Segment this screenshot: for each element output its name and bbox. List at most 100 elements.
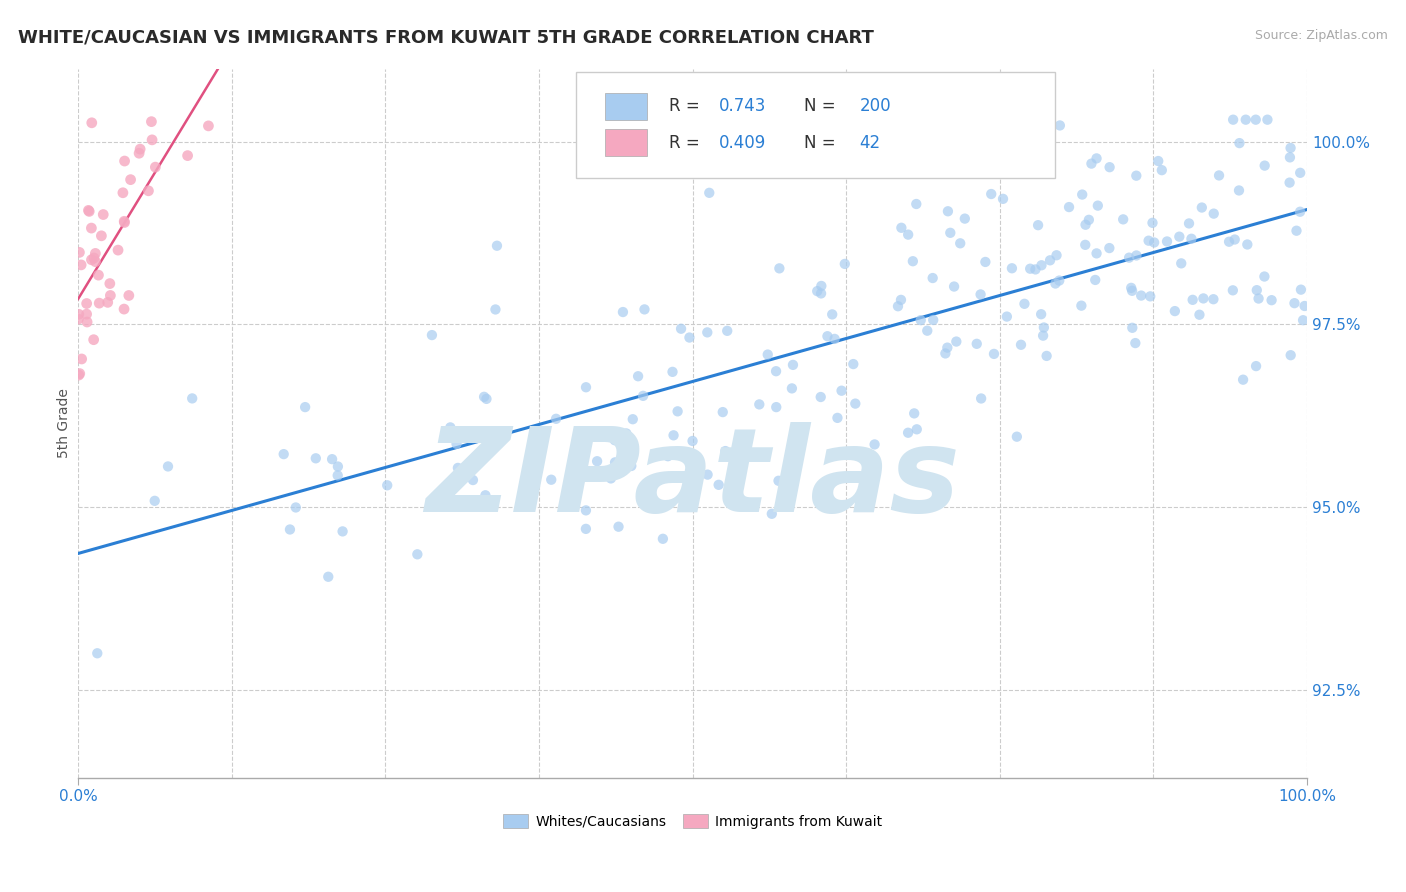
Point bbox=[76, 315, 98, 329]
Point bbox=[966, 336, 988, 351]
Point bbox=[1234, 112, 1257, 127]
Point bbox=[621, 412, 644, 426]
Point bbox=[614, 426, 637, 441]
Point bbox=[1191, 201, 1213, 215]
Point bbox=[1112, 212, 1135, 227]
Point bbox=[1289, 166, 1312, 180]
Point bbox=[406, 547, 429, 561]
Point bbox=[1188, 308, 1211, 322]
Point bbox=[707, 478, 730, 492]
Point bbox=[120, 172, 142, 186]
Point bbox=[768, 474, 790, 488]
Point bbox=[1005, 430, 1028, 444]
Point bbox=[77, 203, 100, 218]
Point bbox=[890, 293, 912, 307]
Point bbox=[901, 254, 924, 268]
Point bbox=[631, 389, 654, 403]
Point bbox=[1024, 262, 1046, 277]
Point bbox=[1223, 233, 1246, 247]
Point bbox=[607, 519, 630, 533]
Point bbox=[599, 471, 621, 485]
Point bbox=[678, 330, 700, 344]
Point bbox=[1032, 328, 1054, 343]
Point bbox=[76, 307, 98, 321]
Point bbox=[780, 381, 803, 395]
Point bbox=[80, 116, 103, 130]
Point bbox=[332, 524, 354, 539]
Point bbox=[905, 422, 928, 436]
Point bbox=[98, 277, 121, 291]
Point bbox=[1279, 348, 1302, 362]
Point bbox=[1279, 141, 1302, 155]
Point bbox=[1278, 176, 1301, 190]
Point bbox=[651, 532, 673, 546]
Point bbox=[890, 220, 912, 235]
Point bbox=[70, 351, 93, 366]
Point bbox=[1246, 283, 1268, 297]
Point bbox=[1019, 261, 1042, 276]
FancyBboxPatch shape bbox=[576, 72, 1054, 178]
Point bbox=[991, 192, 1014, 206]
Point bbox=[903, 406, 925, 420]
Point bbox=[97, 295, 120, 310]
Point bbox=[1232, 373, 1254, 387]
Point bbox=[1244, 359, 1267, 373]
Point bbox=[87, 268, 110, 282]
Point bbox=[765, 400, 787, 414]
Point bbox=[575, 380, 598, 394]
Point bbox=[1202, 207, 1225, 221]
Point bbox=[1045, 248, 1067, 262]
Point bbox=[1014, 297, 1036, 311]
Point bbox=[910, 313, 932, 327]
Point bbox=[662, 428, 685, 442]
Point bbox=[612, 305, 634, 319]
Point bbox=[844, 396, 866, 410]
Point bbox=[917, 324, 939, 338]
Point bbox=[83, 333, 105, 347]
Point bbox=[627, 369, 650, 384]
Point bbox=[1147, 154, 1170, 169]
Text: R =: R = bbox=[669, 97, 706, 115]
Point bbox=[83, 251, 105, 265]
Point bbox=[716, 324, 738, 338]
Point bbox=[756, 347, 779, 361]
Point bbox=[1164, 304, 1187, 318]
Point bbox=[70, 258, 93, 272]
Point bbox=[138, 184, 160, 198]
Point bbox=[484, 302, 506, 317]
Point bbox=[894, 112, 917, 127]
Point bbox=[67, 307, 90, 321]
Point bbox=[1284, 296, 1306, 310]
Point bbox=[1150, 163, 1173, 178]
Point bbox=[761, 507, 783, 521]
Point bbox=[921, 271, 943, 285]
Point bbox=[1118, 251, 1140, 265]
Y-axis label: 5th Grade: 5th Grade bbox=[58, 388, 72, 458]
Point bbox=[84, 254, 107, 268]
Point bbox=[1074, 237, 1097, 252]
Point bbox=[842, 357, 865, 371]
Point bbox=[321, 452, 343, 467]
Point bbox=[1130, 288, 1153, 302]
Point bbox=[1202, 292, 1225, 306]
Point bbox=[294, 400, 316, 414]
Text: Source: ZipAtlas.com: Source: ZipAtlas.com bbox=[1254, 29, 1388, 42]
Point bbox=[1047, 274, 1070, 288]
Point bbox=[603, 455, 626, 469]
Point bbox=[983, 347, 1005, 361]
Point bbox=[661, 365, 683, 379]
Point bbox=[817, 329, 839, 343]
Point bbox=[1123, 336, 1146, 351]
Point bbox=[326, 468, 349, 483]
Point bbox=[1098, 160, 1121, 174]
Point bbox=[1247, 292, 1270, 306]
Point bbox=[1289, 204, 1312, 219]
Point bbox=[80, 221, 103, 235]
Point bbox=[475, 392, 498, 406]
Point bbox=[67, 312, 90, 326]
Text: 200: 200 bbox=[859, 97, 891, 115]
Point bbox=[603, 433, 626, 447]
Point bbox=[141, 114, 163, 128]
Point bbox=[1085, 246, 1108, 260]
Point bbox=[953, 211, 976, 226]
